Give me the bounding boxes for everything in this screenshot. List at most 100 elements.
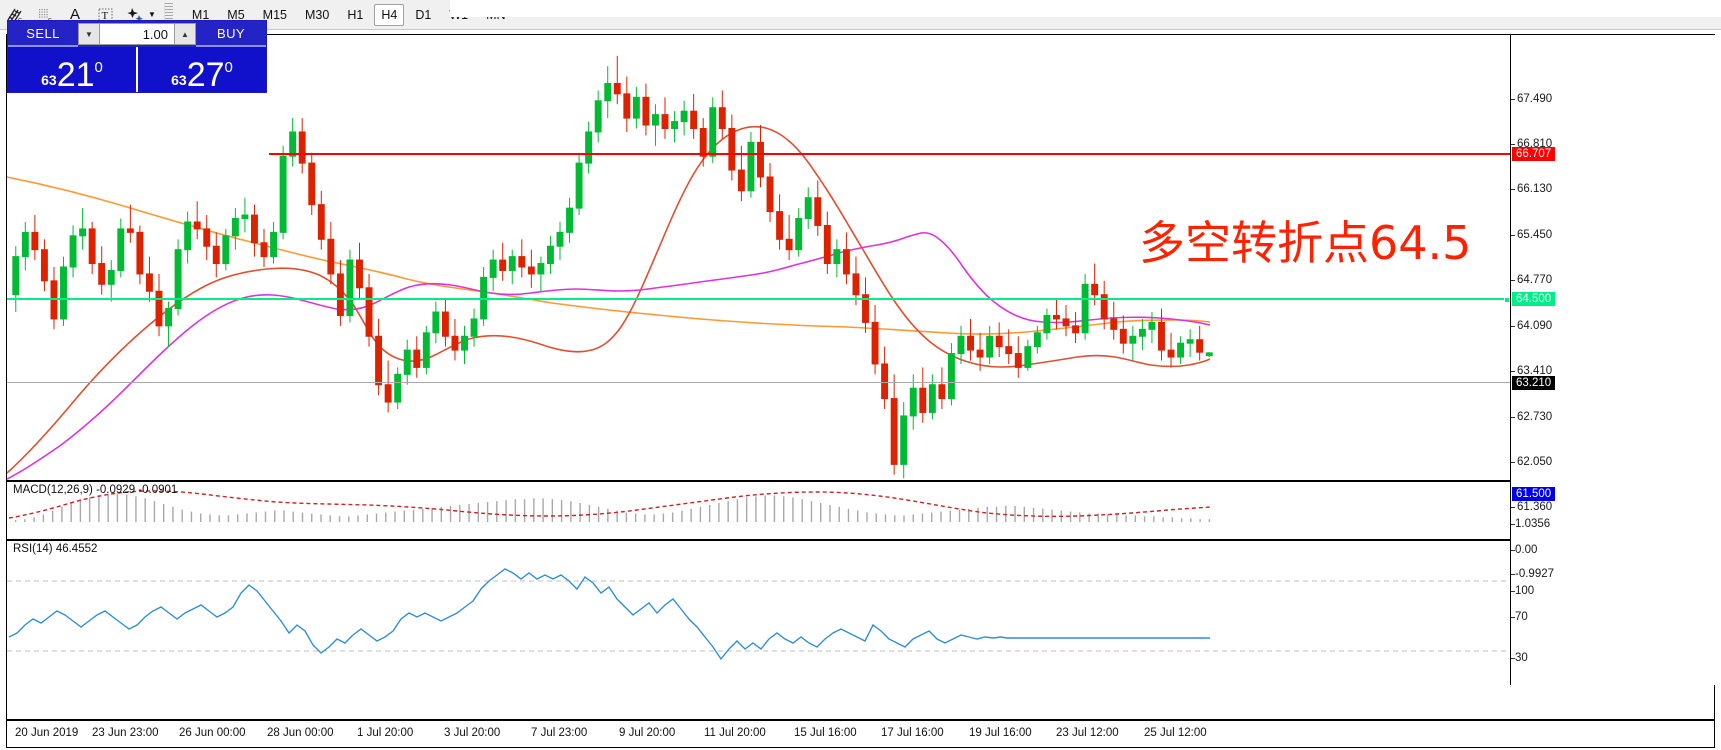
time-label-4: 1 Jul 20:00 bbox=[357, 727, 414, 739]
objects-icon[interactable] bbox=[120, 1, 150, 29]
candle bbox=[174, 249, 182, 310]
candle bbox=[69, 235, 77, 268]
candle bbox=[976, 349, 984, 358]
candle bbox=[527, 266, 535, 275]
candle bbox=[432, 311, 440, 334]
time-label-7: 9 Jul 20:00 bbox=[619, 727, 676, 739]
timeframe-m30[interactable]: M30 bbox=[305, 7, 330, 22]
chart-annotation: 多空转折点64.5 bbox=[1139, 216, 1472, 270]
candle bbox=[489, 259, 497, 278]
candle bbox=[1072, 325, 1080, 334]
candle bbox=[642, 96, 650, 126]
candle bbox=[145, 273, 153, 292]
candle bbox=[308, 162, 316, 206]
price-tick-5: 64.090 bbox=[1511, 320, 1552, 332]
sell-button[interactable]: SELL bbox=[8, 21, 78, 47]
candle bbox=[88, 228, 96, 265]
buy-price[interactable]: 63 27 0 bbox=[136, 47, 266, 92]
volume-input[interactable]: 1.00 bbox=[100, 23, 174, 45]
candle bbox=[317, 204, 325, 240]
buy-button[interactable]: BUY bbox=[196, 21, 266, 47]
one-click-trading-panel[interactable]: SELL ▼ 1.00 ▲ BUY 63 21 0 63 27 0 bbox=[7, 20, 267, 93]
candle bbox=[40, 249, 48, 282]
candle bbox=[470, 318, 478, 337]
candle bbox=[890, 398, 898, 465]
chart-canvas[interactable]: UKOil-,H4 63.170 63.220 63.150 63.210 bbox=[6, 34, 1715, 720]
volume-increase-icon[interactable]: ▲ bbox=[174, 23, 196, 45]
candle bbox=[842, 249, 850, 275]
toolbar: E F A bbox=[0, 0, 1721, 30]
candle bbox=[1081, 283, 1089, 334]
time-axis[interactable]: 20 Jun 2019 23 Jun 23:00 26 Jun 00:00 28… bbox=[6, 720, 1715, 748]
candle bbox=[1129, 335, 1137, 344]
timeframe-d1[interactable]: D1 bbox=[415, 7, 432, 22]
candle bbox=[365, 287, 373, 337]
candle bbox=[623, 93, 631, 119]
candle bbox=[403, 349, 411, 375]
candle bbox=[289, 131, 297, 157]
candle bbox=[1053, 314, 1060, 320]
level-line-pivot[interactable] bbox=[7, 297, 1510, 303]
candle bbox=[422, 332, 430, 368]
time-label-3: 28 Jun 00:00 bbox=[267, 727, 334, 739]
candle bbox=[336, 273, 344, 316]
rsi-pane[interactable]: RSI(14) 46.4552 bbox=[7, 541, 1510, 686]
candle bbox=[1158, 321, 1165, 351]
candle bbox=[766, 176, 774, 213]
volume-decrease-icon[interactable]: ▼ bbox=[78, 23, 100, 45]
level-anchor-pivot[interactable] bbox=[1504, 297, 1510, 303]
candle bbox=[566, 207, 573, 233]
candle bbox=[212, 245, 220, 265]
candle bbox=[575, 162, 583, 209]
candle bbox=[1138, 328, 1146, 337]
candle bbox=[451, 335, 459, 351]
candle bbox=[995, 335, 1003, 348]
time-label-9: 15 Jul 16:00 bbox=[794, 727, 857, 739]
candle bbox=[193, 221, 201, 230]
candle bbox=[537, 263, 545, 275]
price-pane[interactable]: 多空转折点64.5 bbox=[7, 35, 1510, 481]
candle bbox=[413, 349, 421, 368]
candle bbox=[394, 373, 402, 403]
macd-pane[interactable]: MACD(12,26,9) -0.0929 -0.0901 bbox=[7, 482, 1510, 540]
macd-series-svg bbox=[8, 490, 1211, 522]
time-label-5: 3 Jul 20:00 bbox=[444, 727, 501, 739]
rsi-caption: RSI(14) 46.4552 bbox=[13, 543, 98, 555]
candle bbox=[785, 238, 793, 251]
ma-magenta-path bbox=[7, 231, 1211, 480]
candlestick-series bbox=[12, 55, 1213, 479]
candle bbox=[632, 96, 640, 119]
candle bbox=[1033, 332, 1041, 348]
time-label-6: 7 Jul 23:00 bbox=[531, 727, 588, 739]
volume-control[interactable]: ▼ 1.00 ▲ bbox=[78, 23, 196, 45]
candle bbox=[126, 228, 134, 233]
candle bbox=[298, 131, 306, 164]
pane-divider-1 bbox=[7, 481, 1510, 482]
price-tick-6: 63.410 bbox=[1511, 365, 1552, 377]
timeframe-m5[interactable]: M5 bbox=[227, 7, 245, 22]
level-line-resistance[interactable] bbox=[269, 153, 1510, 155]
price-tick-4: 64.770 bbox=[1511, 274, 1552, 286]
candle bbox=[1062, 318, 1070, 327]
candle bbox=[21, 231, 29, 258]
objects-dropdown-icon[interactable]: ▼ bbox=[148, 10, 156, 19]
candle bbox=[1100, 294, 1108, 320]
sell-price[interactable]: 63 21 0 bbox=[8, 47, 136, 92]
timeframe-h1[interactable]: H1 bbox=[347, 7, 364, 22]
candle bbox=[79, 228, 87, 237]
candle bbox=[652, 114, 659, 126]
timeframe-m1[interactable]: M1 bbox=[191, 7, 210, 22]
timeframe-h4[interactable]: H4 bbox=[374, 3, 405, 26]
price-badge-resistance: 66.707 bbox=[1512, 147, 1556, 161]
rsi-tick-70: 70 bbox=[1511, 611, 1528, 623]
candle bbox=[499, 259, 507, 271]
candle bbox=[165, 308, 172, 327]
text-tool-icon[interactable]: A bbox=[69, 6, 80, 23]
ma-red-path bbox=[7, 125, 1211, 474]
timeframe-m15[interactable]: M15 bbox=[262, 7, 287, 22]
price-scale[interactable]: 67.490 66.810 66.130 65.450 64.770 64.09… bbox=[1510, 35, 1715, 685]
candle bbox=[222, 235, 230, 265]
candle bbox=[852, 273, 860, 296]
candle bbox=[508, 256, 516, 271]
candle bbox=[1024, 346, 1032, 368]
